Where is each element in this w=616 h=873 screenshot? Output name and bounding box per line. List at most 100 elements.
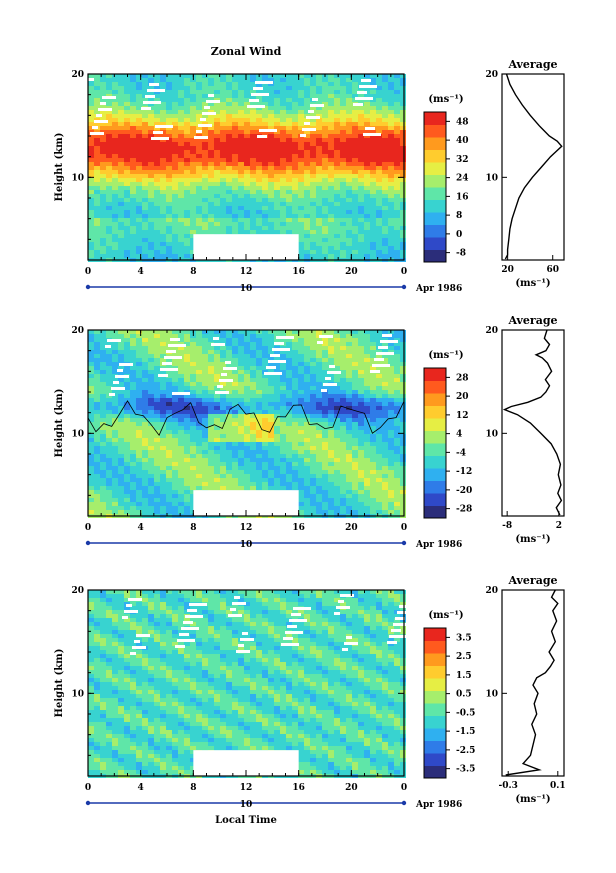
- colorbar-tick-label: 0: [456, 230, 462, 240]
- heatmap-cell: [280, 142, 286, 146]
- heatmap-cell: [256, 154, 262, 158]
- heatmap-cell: [208, 366, 214, 370]
- heatmap-cell: [262, 202, 268, 206]
- heatmap-cell: [112, 446, 118, 450]
- heatmap-cell: [286, 438, 292, 442]
- heatmap-cell: [214, 110, 220, 114]
- heatmap-cell: [370, 198, 376, 202]
- heatmap-cell: [226, 418, 232, 422]
- heatmap-cell: [94, 402, 100, 406]
- missing-data-speck: [96, 114, 102, 117]
- heatmap-cell: [112, 498, 118, 502]
- heatmap-cell: [154, 178, 160, 182]
- heatmap-cell: [142, 354, 148, 358]
- heatmap-cell: [358, 166, 364, 170]
- heatmap-cell: [352, 498, 358, 502]
- heatmap-cell: [340, 486, 346, 490]
- heatmap-cell: [100, 474, 106, 478]
- heatmap-cell: [268, 398, 274, 402]
- heatmap-cell: [208, 146, 214, 150]
- heatmap-cell: [322, 454, 328, 458]
- heatmap-cell: [298, 166, 304, 170]
- heatmap-cell: [100, 434, 106, 438]
- heatmap-cell: [286, 158, 292, 162]
- heatmap-cell: [394, 170, 400, 174]
- heatmap-cell: [328, 214, 334, 218]
- x-tick-label: 20: [345, 267, 358, 277]
- heatmap-cell: [352, 118, 358, 122]
- heatmap-cell: [148, 434, 154, 438]
- heatmap-cell: [358, 482, 364, 486]
- heatmap-cell: [268, 230, 274, 234]
- heatmap-cell: [94, 190, 100, 194]
- heatmap-cell: [244, 346, 250, 350]
- heatmap-cell: [310, 410, 316, 414]
- heatmap-cell: [298, 442, 304, 446]
- heatmap-cell: [376, 82, 382, 86]
- heatmap-cell: [244, 486, 250, 490]
- heatmap-cell: [136, 158, 142, 162]
- heatmap-cell: [88, 482, 94, 486]
- heatmap-cell: [286, 210, 292, 214]
- heatmap-cell: [154, 442, 160, 446]
- heatmap-cell: [322, 194, 328, 198]
- heatmap-cell: [370, 386, 376, 390]
- heatmap-cell: [316, 134, 322, 138]
- heatmap-cell: [106, 490, 112, 494]
- heatmap-cell: [94, 250, 100, 254]
- heatmap-cell: [154, 414, 160, 418]
- heatmap-cell: [262, 438, 268, 442]
- heatmap-cell: [274, 218, 280, 222]
- heatmap-cell: [94, 78, 100, 82]
- heatmap-cell: [190, 482, 196, 486]
- heatmap-cell: [268, 458, 274, 462]
- heatmap-cell: [142, 414, 148, 418]
- heatmap-cell: [274, 454, 280, 458]
- heatmap-cell: [106, 462, 112, 466]
- heatmap-cell: [244, 446, 250, 450]
- heatmap-cell: [286, 382, 292, 386]
- heatmap-cell: [310, 238, 316, 242]
- heatmap-cell: [322, 250, 328, 254]
- heatmap-cell: [112, 362, 118, 366]
- heatmap-cell: [400, 246, 406, 250]
- heatmap-cell: [154, 338, 160, 342]
- heatmap-cell: [334, 498, 340, 502]
- heatmap-cell: [256, 174, 262, 178]
- heatmap-cell: [250, 418, 256, 422]
- heatmap-cell: [292, 486, 298, 490]
- heatmap-cell: [298, 230, 304, 234]
- heatmap-cell: [256, 118, 262, 122]
- heatmap-cell: [148, 494, 154, 498]
- heatmap-cell: [316, 386, 322, 390]
- missing-data-speck: [102, 96, 116, 99]
- heatmap-cell: [160, 442, 166, 446]
- heatmap-cell: [250, 162, 256, 166]
- heatmap-cell: [346, 106, 352, 110]
- heatmap-cell: [322, 138, 328, 142]
- heatmap-cell: [286, 186, 292, 190]
- heatmap-cell: [400, 182, 406, 186]
- heatmap-cell: [376, 86, 382, 90]
- heatmap-cell: [124, 98, 130, 102]
- heatmap-cell: [154, 214, 160, 218]
- heatmap-cell: [178, 422, 184, 426]
- heatmap-cell: [124, 474, 130, 478]
- heatmap-cell: [100, 146, 106, 150]
- heatmap-cell: [94, 498, 100, 502]
- heatmap-cell: [130, 410, 136, 414]
- heatmap-cell: [394, 218, 400, 222]
- heatmap-cell: [376, 502, 382, 506]
- heatmap-cell: [346, 186, 352, 190]
- heatmap-cell: [256, 406, 262, 410]
- heatmap-cell: [346, 198, 352, 202]
- heatmap-cell: [376, 122, 382, 126]
- heatmap-cell: [94, 158, 100, 162]
- heatmap-cell: [190, 358, 196, 362]
- heatmap-cell: [346, 102, 352, 106]
- heatmap-cell: [364, 374, 370, 378]
- heatmap-cell: [388, 134, 394, 138]
- heatmap-cell: [280, 426, 286, 430]
- heatmap-cell: [262, 462, 268, 466]
- heatmap-cell: [88, 222, 94, 226]
